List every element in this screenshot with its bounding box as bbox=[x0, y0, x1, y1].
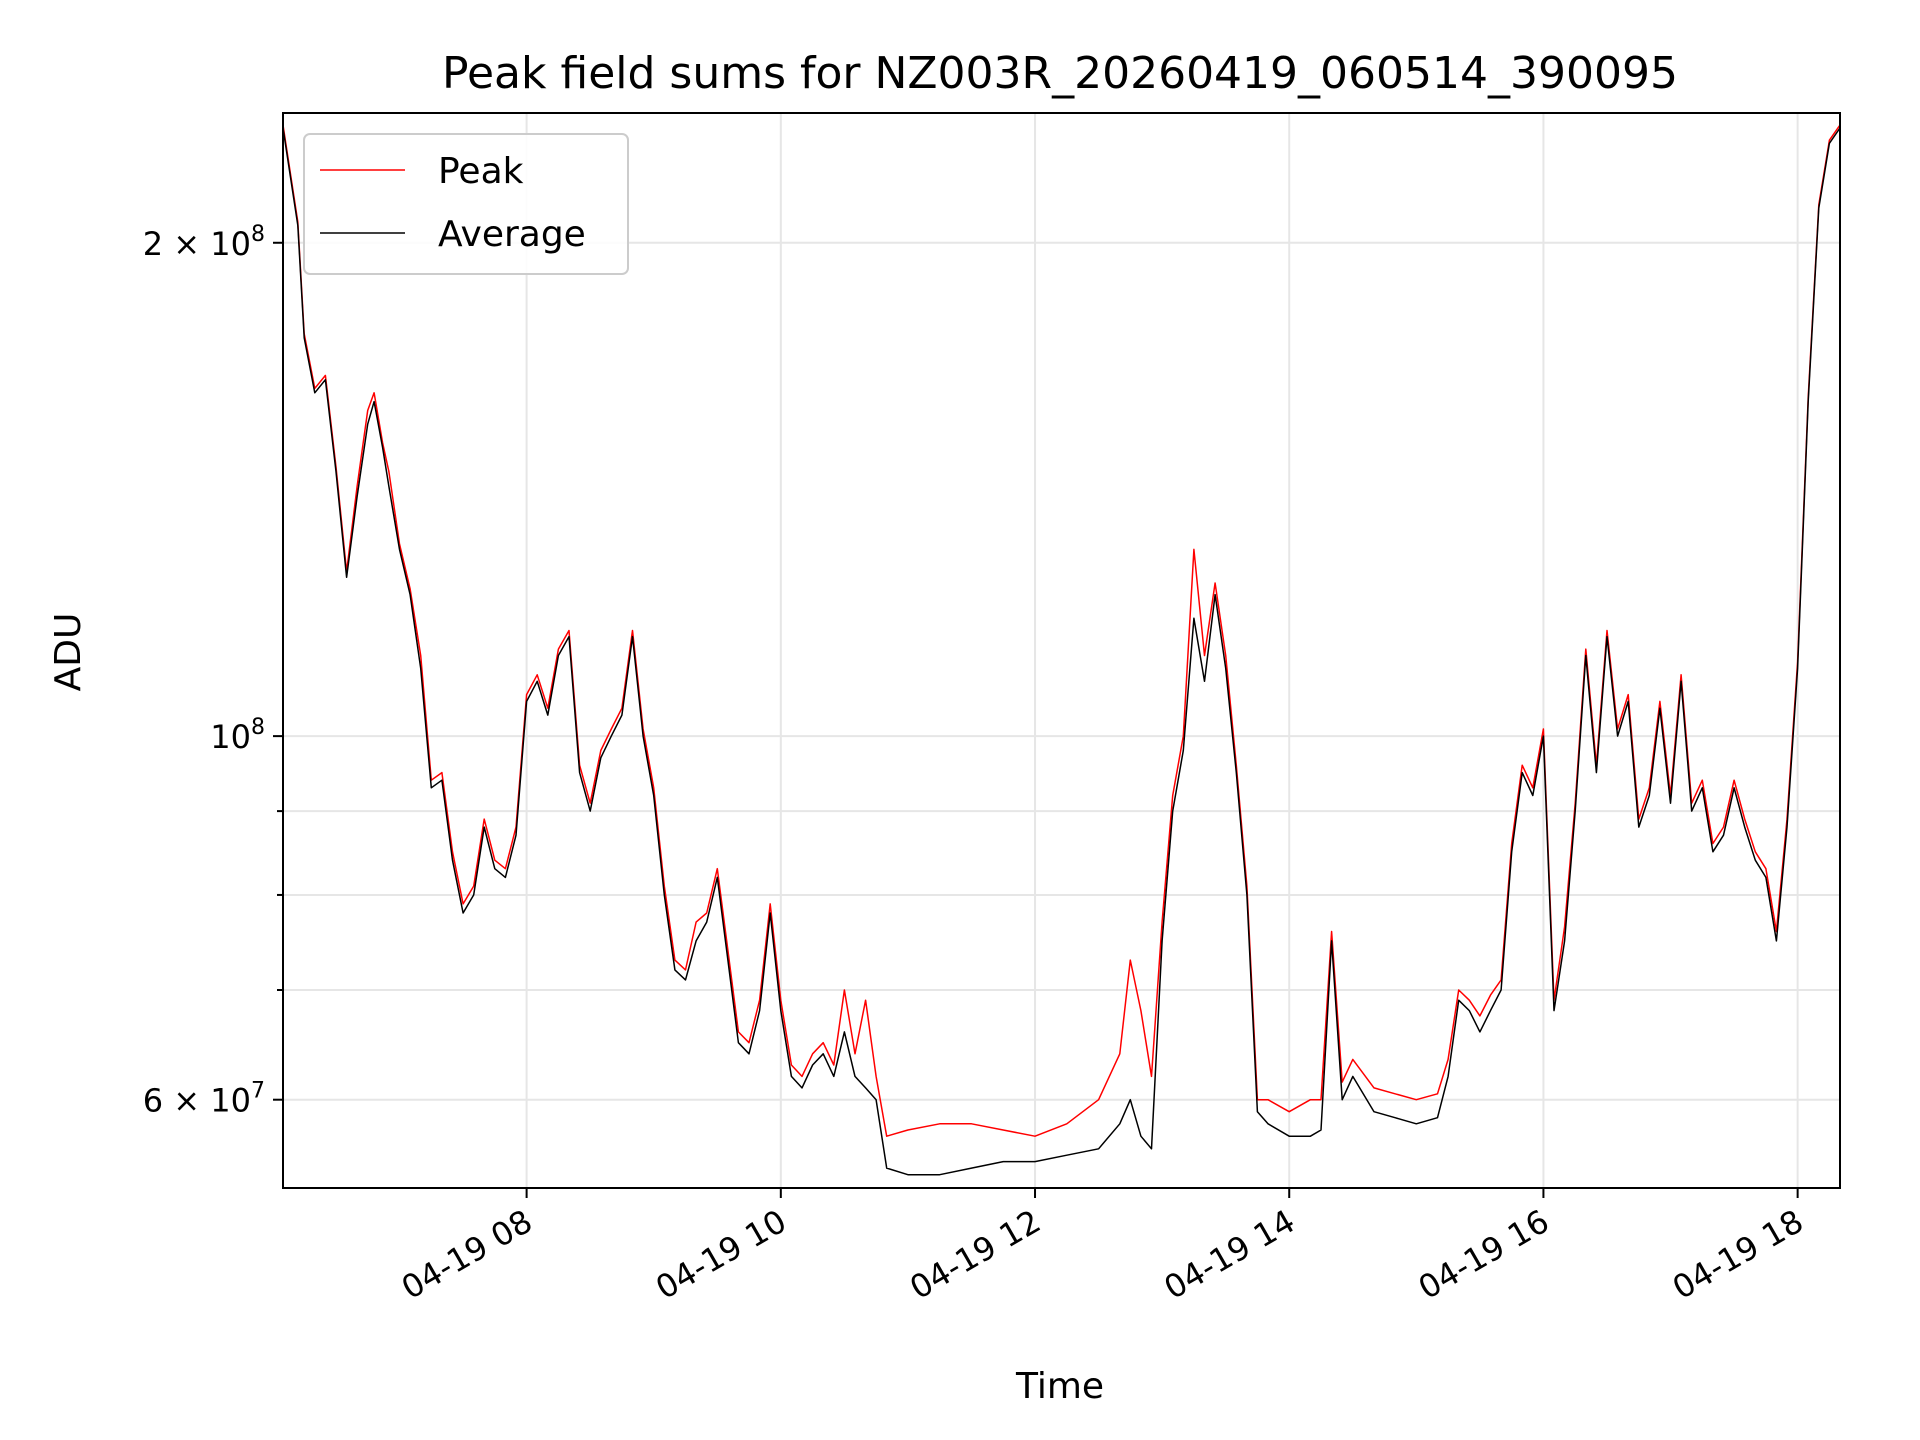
y-tick-label: 108 bbox=[210, 715, 265, 756]
series-line-average bbox=[282, 127, 1841, 1176]
y-axis-label: ADU bbox=[48, 613, 89, 692]
legend-label-average: Average bbox=[438, 214, 586, 255]
y-tick-label: 2 × 108 bbox=[143, 222, 265, 263]
plot-frame bbox=[282, 112, 1841, 1189]
x-axis-label: Time bbox=[1015, 1366, 1104, 1407]
legend-label-peak: Peak bbox=[438, 151, 524, 192]
y-tick-label: 6 × 107 bbox=[143, 1079, 265, 1120]
plot-series bbox=[282, 124, 1841, 1176]
chart-title: Peak field sums for NZ003R_20260419_0605… bbox=[442, 48, 1678, 99]
legend-box bbox=[303, 133, 629, 275]
legend: Peak Average bbox=[303, 133, 629, 275]
